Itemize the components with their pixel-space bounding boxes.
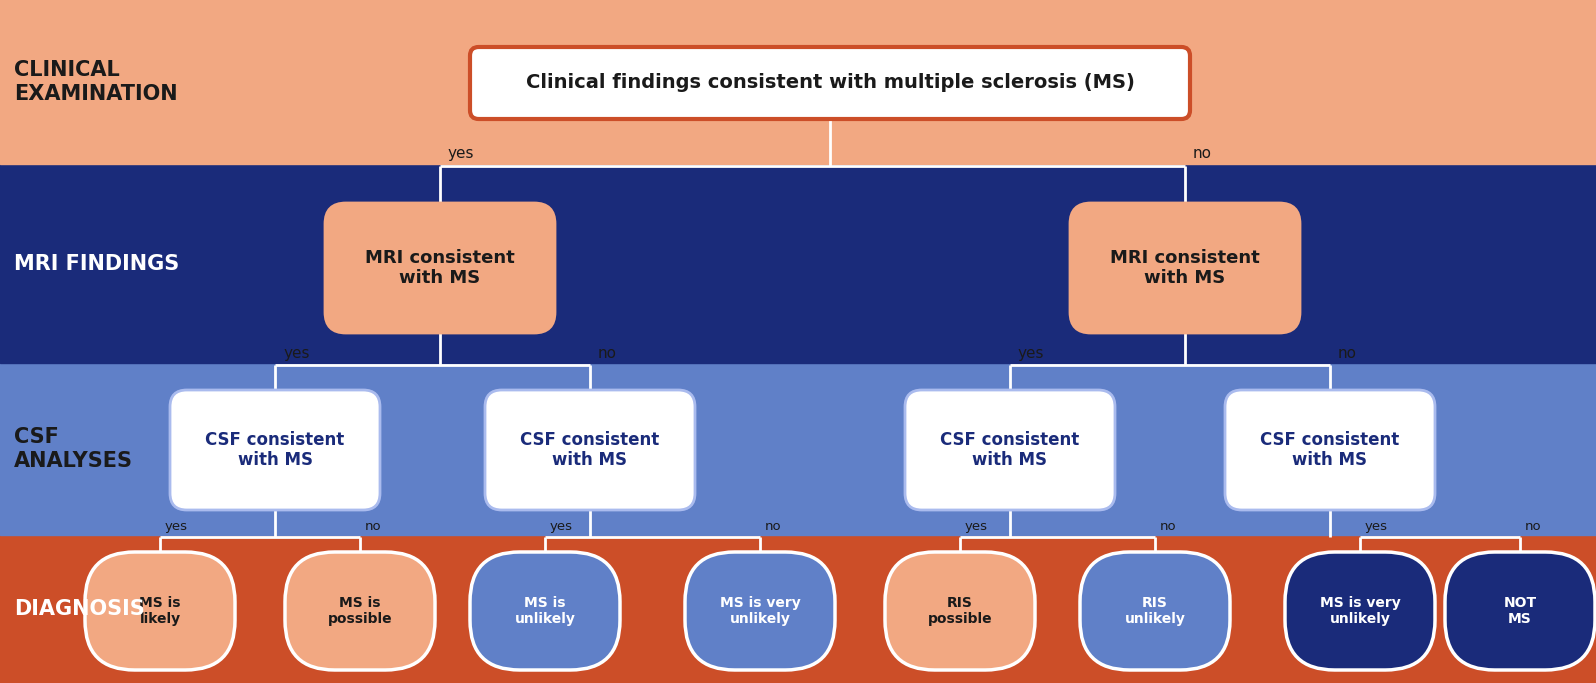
Bar xyxy=(0,363,1596,535)
FancyBboxPatch shape xyxy=(685,552,835,670)
Text: MRI FINDINGS: MRI FINDINGS xyxy=(14,253,179,273)
Text: no: no xyxy=(1160,520,1176,533)
Bar xyxy=(0,0,1596,164)
FancyBboxPatch shape xyxy=(1285,552,1435,670)
Text: MS is
likely: MS is likely xyxy=(139,596,180,626)
Text: CSF consistent
with MS: CSF consistent with MS xyxy=(940,430,1079,469)
Text: MRI consistent
with MS: MRI consistent with MS xyxy=(365,249,516,288)
FancyBboxPatch shape xyxy=(171,390,380,510)
Text: yes: yes xyxy=(164,520,188,533)
Text: NOT
MS: NOT MS xyxy=(1503,596,1537,626)
Text: Clinical findings consistent with multiple sclerosis (MS): Clinical findings consistent with multip… xyxy=(525,74,1135,92)
Text: CSF
ANALYSES: CSF ANALYSES xyxy=(14,428,132,471)
FancyBboxPatch shape xyxy=(905,390,1116,510)
FancyBboxPatch shape xyxy=(469,47,1191,119)
FancyBboxPatch shape xyxy=(485,390,694,510)
FancyBboxPatch shape xyxy=(1444,552,1594,670)
Text: no: no xyxy=(764,520,782,533)
Text: yes: yes xyxy=(448,146,474,161)
Text: RIS
unlikely: RIS unlikely xyxy=(1125,596,1186,626)
Text: CLINICAL
EXAMINATION: CLINICAL EXAMINATION xyxy=(14,60,177,104)
FancyBboxPatch shape xyxy=(1069,203,1301,333)
Text: MS is very
unlikely: MS is very unlikely xyxy=(1320,596,1400,626)
Text: no: no xyxy=(1526,520,1542,533)
Bar xyxy=(0,164,1596,363)
FancyBboxPatch shape xyxy=(286,552,436,670)
FancyBboxPatch shape xyxy=(469,552,619,670)
Text: CSF consistent
with MS: CSF consistent with MS xyxy=(520,430,659,469)
Text: no: no xyxy=(1192,146,1211,161)
Text: CSF consistent
with MS: CSF consistent with MS xyxy=(1261,430,1400,469)
Bar xyxy=(0,535,1596,683)
FancyBboxPatch shape xyxy=(886,552,1034,670)
Text: yes: yes xyxy=(1365,520,1389,533)
FancyBboxPatch shape xyxy=(326,203,555,333)
Text: yes: yes xyxy=(551,520,573,533)
Text: yes: yes xyxy=(282,346,310,361)
Text: no: no xyxy=(1337,346,1357,361)
Text: no: no xyxy=(365,520,381,533)
Text: RIS
possible: RIS possible xyxy=(927,596,993,626)
Text: yes: yes xyxy=(966,520,988,533)
FancyBboxPatch shape xyxy=(1080,552,1231,670)
Text: MS is
possible: MS is possible xyxy=(327,596,393,626)
Text: MS is
unlikely: MS is unlikely xyxy=(514,596,576,626)
Text: yes: yes xyxy=(1018,346,1044,361)
Text: MRI consistent
with MS: MRI consistent with MS xyxy=(1111,249,1259,288)
Text: MS is very
unlikely: MS is very unlikely xyxy=(720,596,800,626)
FancyBboxPatch shape xyxy=(1226,390,1435,510)
Text: DIAGNOSIS: DIAGNOSIS xyxy=(14,599,145,619)
Text: CSF consistent
with MS: CSF consistent with MS xyxy=(206,430,345,469)
Text: no: no xyxy=(598,346,618,361)
FancyBboxPatch shape xyxy=(85,552,235,670)
